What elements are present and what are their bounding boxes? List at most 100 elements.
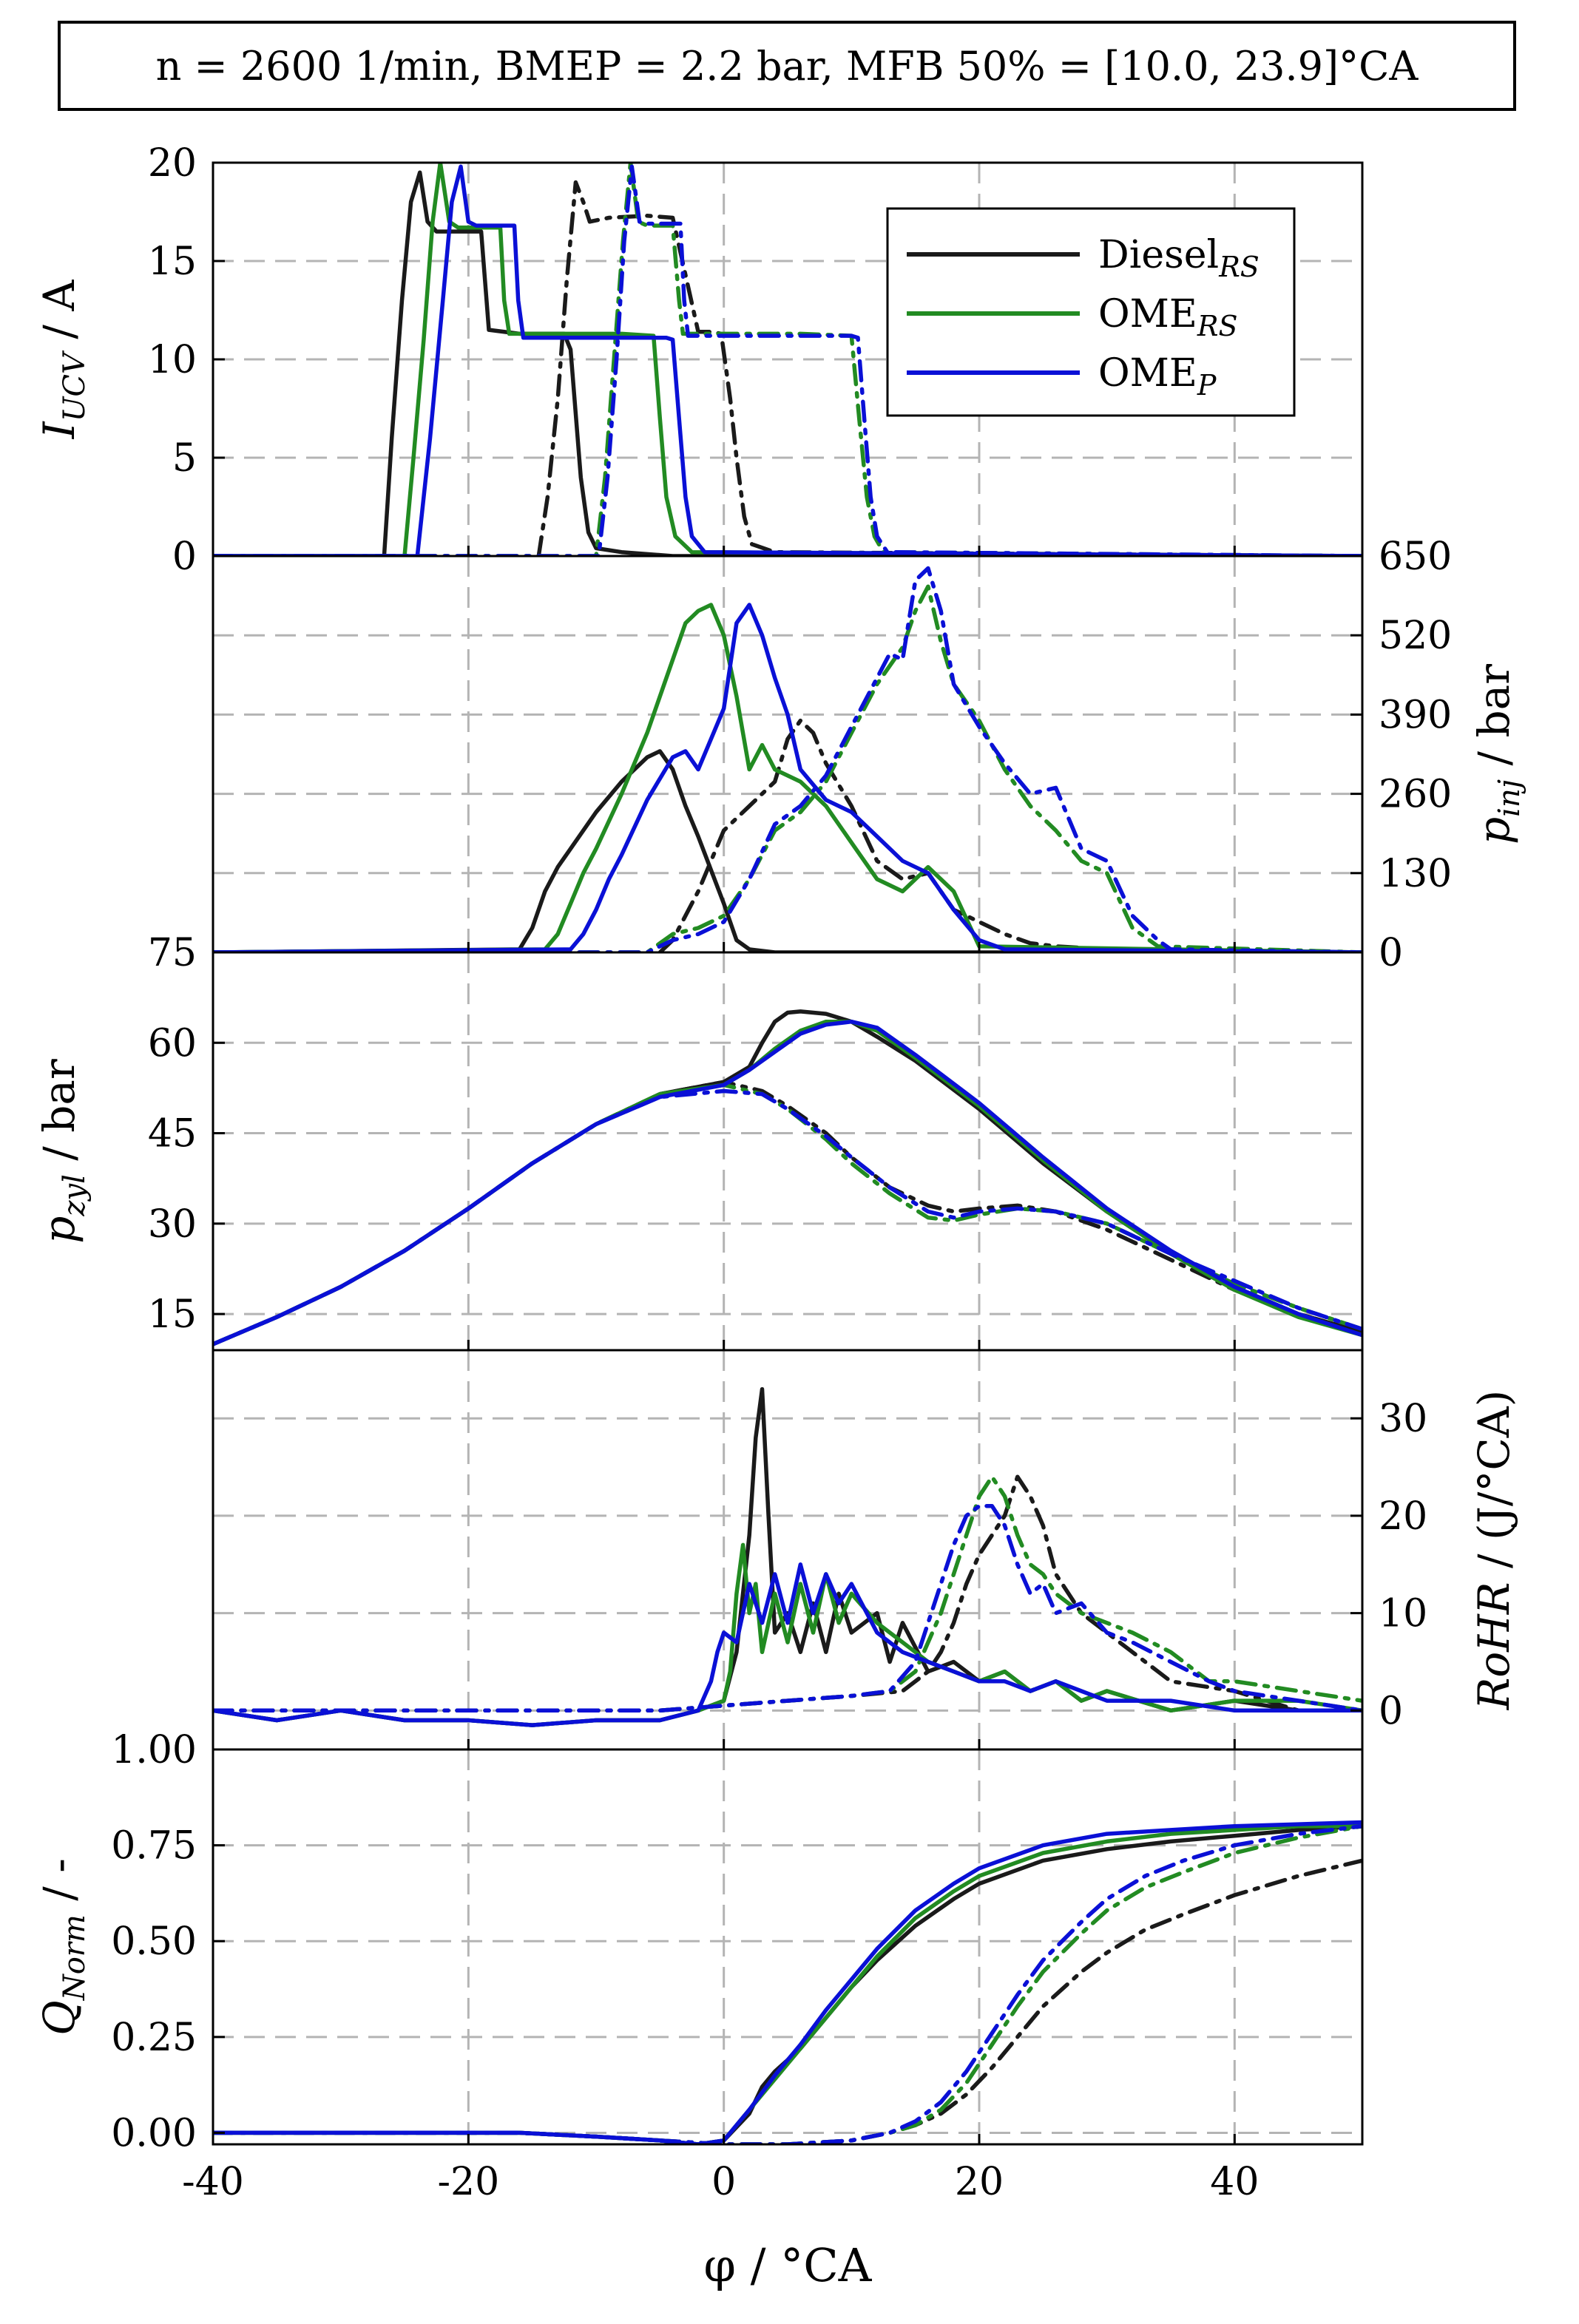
series-line-ome_p-dashdot xyxy=(213,1503,1362,1713)
series-line-ome_rs-dashdot xyxy=(213,584,1362,952)
series-line-ome_rs-solid xyxy=(213,163,1362,556)
y-axis-label-current: IUCV / A xyxy=(34,280,92,440)
legend-label-main: OME xyxy=(1098,292,1197,336)
series-line-ome_p-dashdot xyxy=(213,164,1362,556)
series-line-ome_p-solid xyxy=(213,1019,1362,1346)
y-tick-label: 650 xyxy=(1379,535,1452,579)
y-axis-label-base: p xyxy=(1469,817,1519,844)
panel-normalized_heat: 0.00 0.25 0.50 0.75 1.00 QNorm / - xyxy=(34,1728,1364,2155)
y-tick-label: 1.00 xyxy=(111,1728,197,1772)
series-group xyxy=(213,1009,1362,1346)
y-axis-label-sub: inj xyxy=(1492,779,1526,817)
panel-frame xyxy=(212,1748,1364,2146)
y-axis-label-rate_of_heat_release: RoHR / (J/°CA) xyxy=(1469,1390,1519,1711)
series-line-diesel-dashdot xyxy=(213,1858,1362,2144)
series-group xyxy=(213,1386,1362,1727)
series-line-ome_rs-solid xyxy=(213,1823,1362,2144)
panel-injection_pressure: 0 130 260 390 520 650 pinj / bar xyxy=(212,535,1526,975)
y-axis-label-sub: zyl xyxy=(58,1174,92,1216)
x-tick-label: 20 xyxy=(955,2160,1004,2204)
series-line-ome_p-dashdot xyxy=(213,566,1362,952)
series-line-ome_p-dashdot xyxy=(213,1823,1362,2144)
y-tick-label: 5 xyxy=(172,436,197,481)
y-tick-label: 0 xyxy=(172,535,197,579)
legend-label-ome_p: OMEP xyxy=(1098,351,1217,402)
y-tick-label: 130 xyxy=(1379,852,1452,896)
series-line-ome_rs-solid xyxy=(213,1542,1362,1727)
series-line-ome_rs-dashdot xyxy=(213,1823,1362,2144)
y-tick-label: 390 xyxy=(1379,693,1452,737)
y-axis-label-unit: / A xyxy=(34,280,84,353)
series-line-ome_p-dashdot xyxy=(213,1088,1362,1346)
series-line-diesel-dashdot xyxy=(213,180,1362,556)
figure-title-text: n = 2600 1/min, BMEP = 2.2 bar, MFB 50% … xyxy=(155,42,1419,89)
series-line-diesel-solid xyxy=(213,1386,1362,1727)
x-tick-label: 0 xyxy=(711,2160,736,2204)
series-line-diesel-solid xyxy=(213,749,1362,952)
y-axis-label-unit: / - xyxy=(34,1858,84,1914)
y-tick-label: 10 xyxy=(1379,1592,1427,1636)
y-tick-label: 20 xyxy=(148,141,197,186)
y-axis-label-cylinder_pressure: pzyl / bar xyxy=(34,1059,92,1244)
series-line-ome_p-solid xyxy=(213,1562,1362,1727)
y-tick-label: 0 xyxy=(1379,931,1403,975)
y-tick-label: 45 xyxy=(148,1112,197,1156)
legend-label-ome_rs: OMERS xyxy=(1098,292,1238,342)
y-tick-label: 0.25 xyxy=(111,2016,197,2060)
y-axis-label-unit: / (J/°CA) xyxy=(1469,1390,1519,1582)
series-group xyxy=(213,566,1362,952)
panel-frame xyxy=(212,1349,1364,1751)
y-tick-label: 520 xyxy=(1379,614,1452,658)
y-axis-label-unit: / bar xyxy=(1469,664,1519,779)
legend-label-main: Diesel xyxy=(1098,233,1219,277)
y-tick-label: 75 xyxy=(148,931,197,975)
y-axis-label-sub: Norm xyxy=(58,1914,92,2001)
series-line-ome_rs-dashdot xyxy=(213,163,1362,556)
legend-label-diesel: DieselRS xyxy=(1098,233,1260,283)
series-line-ome_rs-solid xyxy=(213,603,1362,952)
series-line-diesel-dashdot xyxy=(213,1080,1362,1346)
y-axis-label-injection_pressure: pinj / bar xyxy=(1469,664,1526,844)
series-line-diesel-dashdot xyxy=(213,718,1362,952)
series-line-ome_rs-solid xyxy=(213,1019,1362,1346)
panel-current: 0 5 10 15 20 IUCV / A xyxy=(34,141,1364,579)
y-tick-label: 15 xyxy=(148,240,197,284)
y-axis-label-sub: UCV xyxy=(58,350,92,421)
series-line-ome_p-solid xyxy=(213,603,1362,952)
y-axis-label-base: p xyxy=(34,1216,84,1244)
x-tick-label: -40 xyxy=(182,2160,244,2204)
y-tick-label: 0.75 xyxy=(111,1824,197,1869)
y-tick-label: 30 xyxy=(148,1202,197,1247)
y-tick-label: 60 xyxy=(148,1021,197,1066)
x-tick-label: -20 xyxy=(437,2160,499,2204)
y-axis-label-normalized_heat: QNorm / - xyxy=(34,1858,92,2036)
series-line-ome_p-solid xyxy=(213,164,1362,556)
panel-cylinder_pressure: 15 30 45 60 75 pzyl / bar xyxy=(34,931,1364,1352)
series-group xyxy=(213,163,1362,556)
legend-label-sub: RS xyxy=(1197,310,1238,342)
series-line-diesel-solid xyxy=(213,1823,1362,2144)
legend-label-sub: P xyxy=(1197,369,1217,402)
x-axis-label: φ / °CA xyxy=(704,2238,873,2292)
y-axis-label-base: Q xyxy=(34,2000,84,2036)
y-tick-label: 0.50 xyxy=(111,1920,197,1964)
series-group xyxy=(213,1820,1362,2144)
y-tick-label: 0.00 xyxy=(111,2111,197,2155)
series-line-ome_rs-dashdot xyxy=(213,1474,1362,1713)
legend-label-sub: RS xyxy=(1218,251,1260,283)
y-tick-label: 0 xyxy=(1379,1689,1403,1733)
series-line-diesel-solid xyxy=(213,170,1362,556)
figure-title: n = 2600 1/min, BMEP = 2.2 bar, MFB 50% … xyxy=(58,21,1516,111)
y-tick-label: 30 xyxy=(1379,1397,1427,1441)
y-axis-label-base: I xyxy=(34,421,84,439)
series-line-diesel-dashdot xyxy=(213,1474,1362,1713)
x-tick-label: 40 xyxy=(1210,2160,1259,2204)
panel-frame xyxy=(212,555,1364,954)
panel-rate_of_heat_release: 0 10 20 30 RoHR / (J/°CA) xyxy=(212,1349,1519,1751)
y-tick-label: 10 xyxy=(148,338,197,382)
legend-label-main: OME xyxy=(1098,351,1197,396)
y-tick-label: 15 xyxy=(148,1293,197,1337)
y-axis-label-base: RoHR xyxy=(1469,1582,1519,1710)
y-axis-label-unit: / bar xyxy=(34,1059,84,1174)
